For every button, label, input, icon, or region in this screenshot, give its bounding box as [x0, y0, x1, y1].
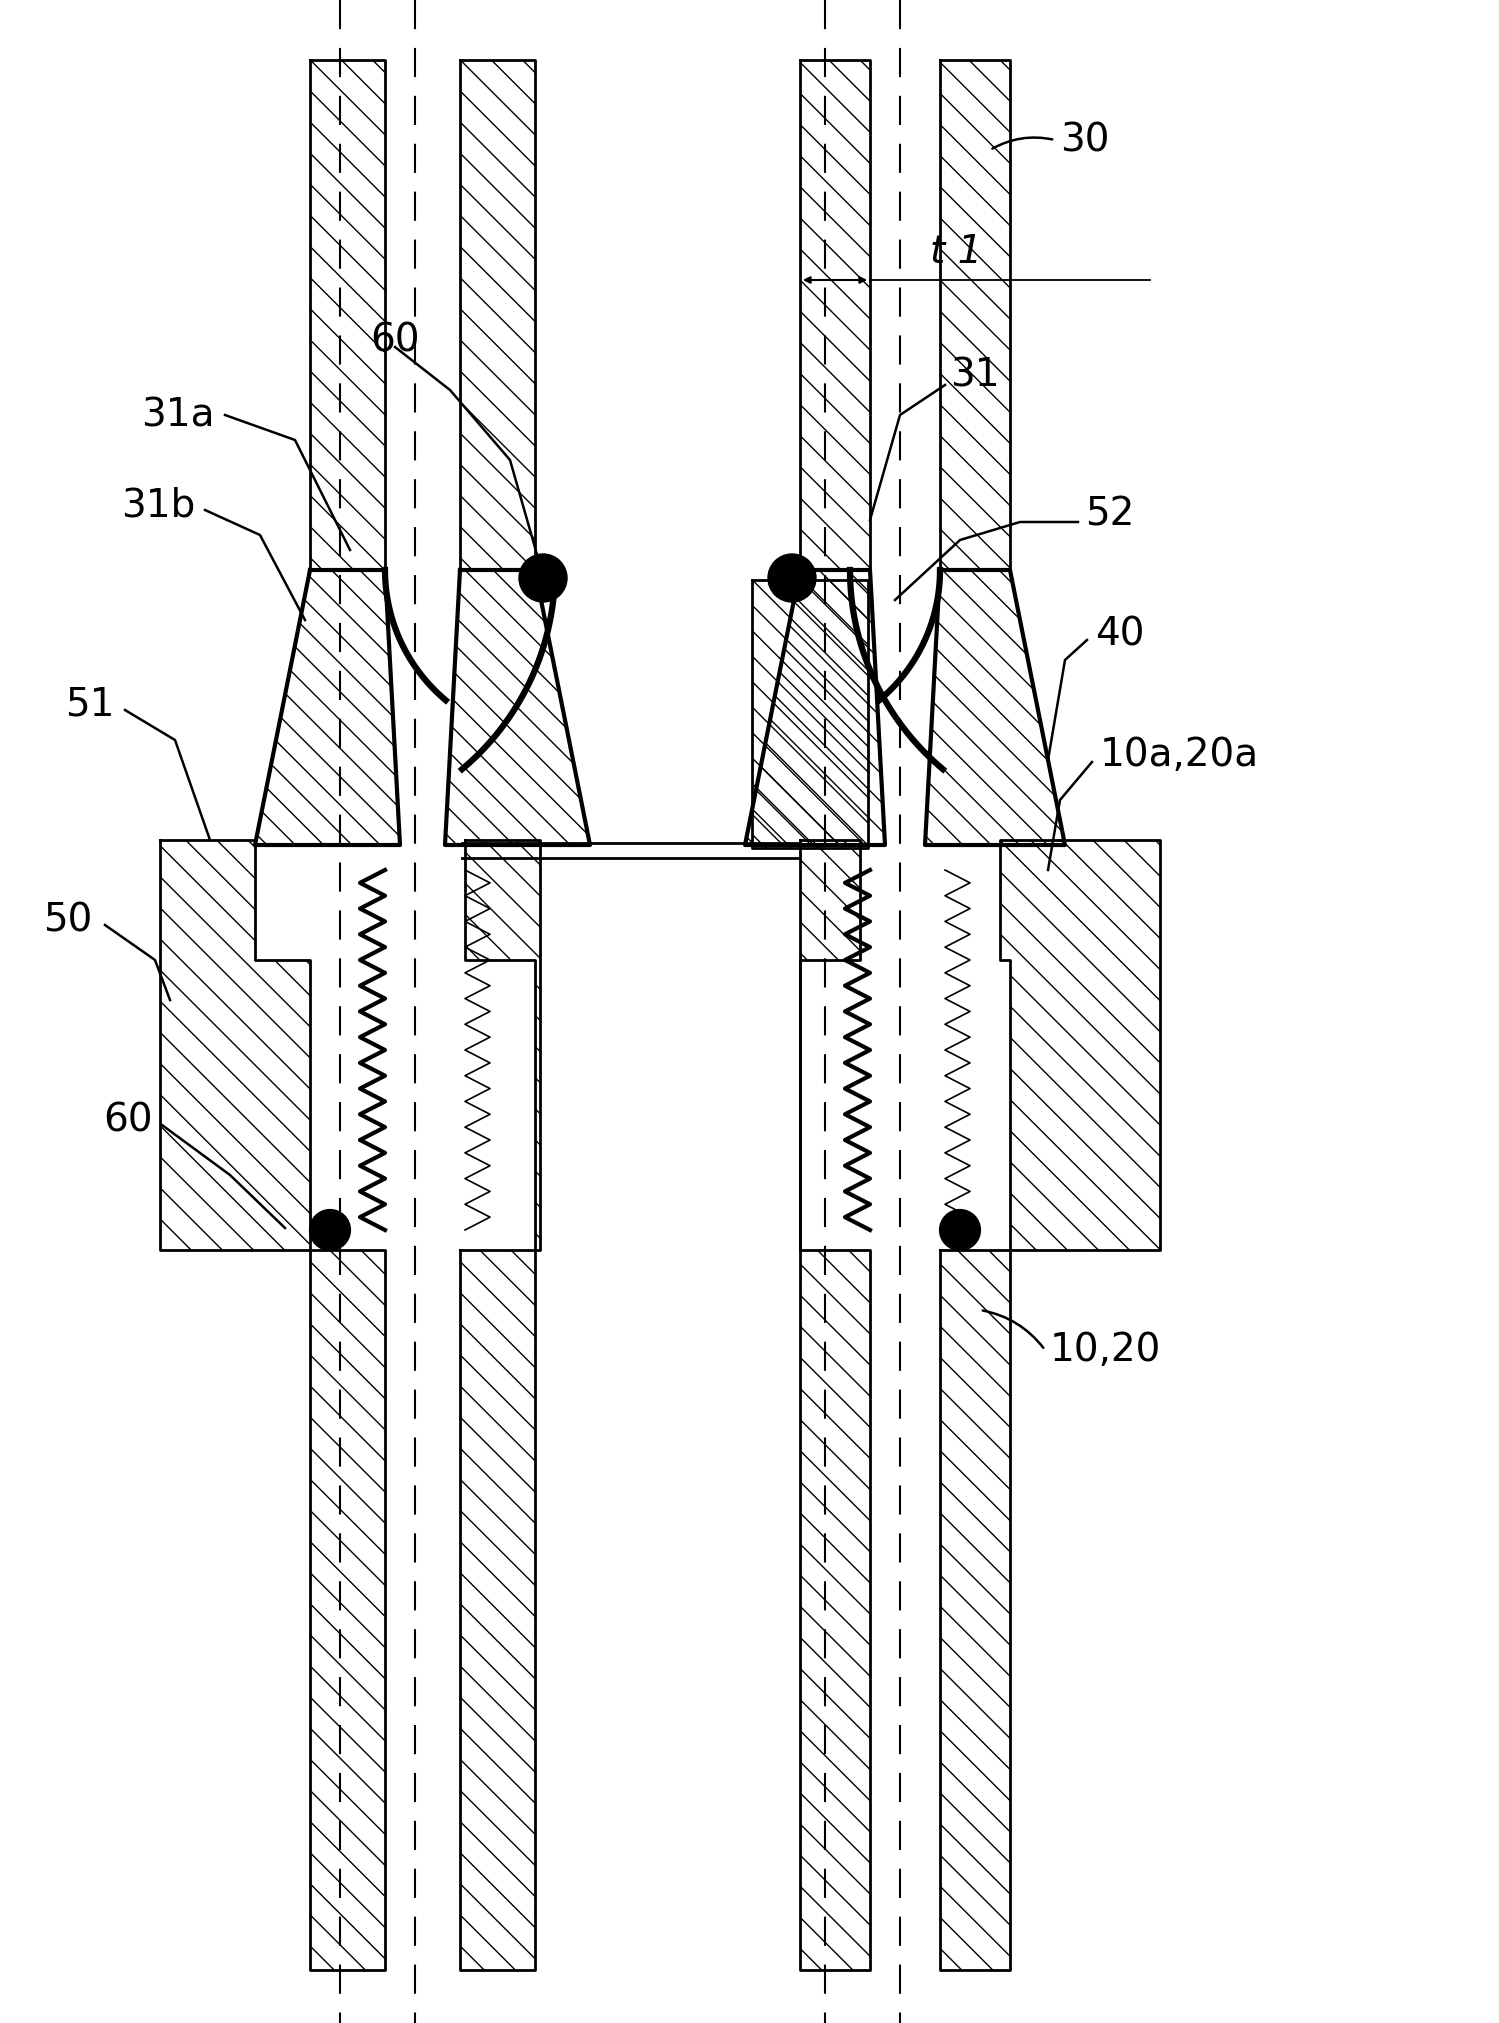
Polygon shape: [310, 1250, 385, 1970]
Text: 50: 50: [42, 900, 91, 939]
Polygon shape: [255, 570, 400, 846]
Text: 60: 60: [370, 322, 420, 358]
Polygon shape: [460, 61, 535, 570]
Circle shape: [519, 554, 567, 603]
Text: 30: 30: [1060, 121, 1109, 160]
Polygon shape: [160, 840, 310, 1250]
Text: 40: 40: [1094, 615, 1145, 653]
Polygon shape: [1000, 840, 1160, 1250]
Text: 60: 60: [103, 1101, 153, 1139]
Polygon shape: [752, 581, 868, 848]
Polygon shape: [925, 570, 1064, 846]
Polygon shape: [800, 61, 869, 570]
Text: 31a: 31a: [141, 397, 214, 435]
Polygon shape: [940, 61, 1010, 570]
Text: 10,20: 10,20: [1049, 1331, 1162, 1370]
Polygon shape: [800, 840, 860, 1250]
Circle shape: [940, 1210, 980, 1250]
Polygon shape: [940, 1250, 1010, 1970]
Text: 31b: 31b: [121, 486, 195, 524]
Text: 51: 51: [66, 686, 115, 724]
Text: 31: 31: [950, 356, 1000, 394]
Polygon shape: [745, 570, 884, 846]
Circle shape: [310, 1210, 351, 1250]
Polygon shape: [310, 61, 385, 570]
Polygon shape: [465, 840, 540, 1250]
Polygon shape: [445, 570, 591, 846]
Polygon shape: [800, 1250, 869, 1970]
Text: 52: 52: [1085, 496, 1135, 534]
Text: t 1: t 1: [929, 233, 982, 271]
Polygon shape: [460, 1250, 535, 1970]
Text: 10a,20a: 10a,20a: [1100, 736, 1259, 775]
Circle shape: [767, 554, 815, 603]
